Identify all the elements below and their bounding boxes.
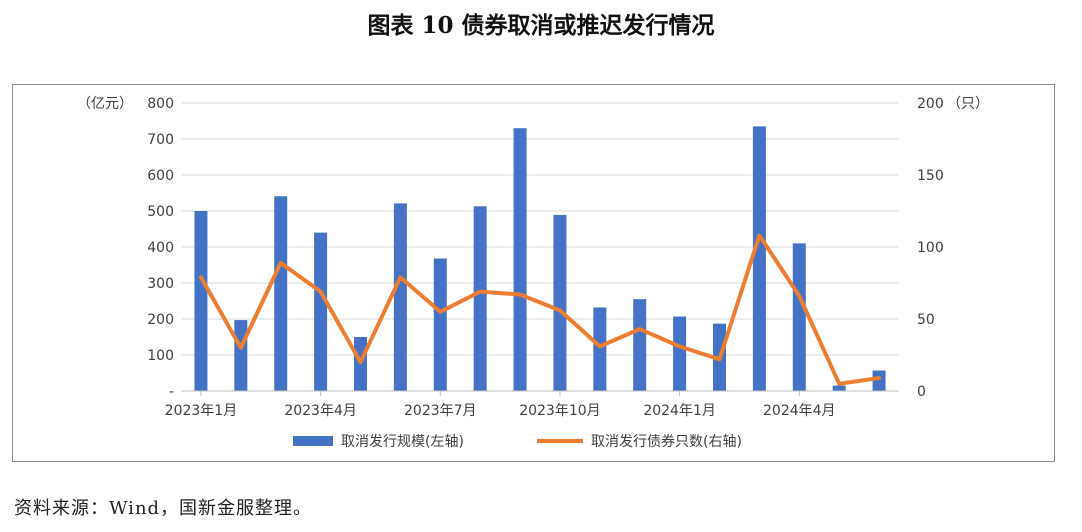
line-point xyxy=(239,346,243,350)
line-point xyxy=(359,360,362,364)
line-point xyxy=(518,293,522,297)
right-tick-label: 200 xyxy=(917,96,944,112)
x-tick-label: 2024年4月 xyxy=(763,403,836,419)
bar xyxy=(194,211,208,391)
line-point xyxy=(638,327,642,331)
line-series xyxy=(198,233,882,386)
left-tick-label: 800 xyxy=(147,96,174,112)
left-tick-label: 200 xyxy=(147,312,174,328)
legend: 取消发行规模(左轴) 取消发行债券只数(右轴) xyxy=(293,434,742,450)
x-tick-label: 2023年4月 xyxy=(284,403,357,419)
axes: （亿元） （只） - 100 200 300 400 500 600 700 800 0 50 100… xyxy=(77,96,989,419)
x-tick-label: 2023年7月 xyxy=(404,403,477,419)
line-point xyxy=(877,376,881,380)
x-tick-label: 2023年1月 xyxy=(165,403,238,419)
bar xyxy=(872,370,886,391)
right-tick-label: 100 xyxy=(917,240,944,256)
bar xyxy=(752,126,766,392)
bar xyxy=(633,299,647,391)
bar-series xyxy=(194,126,886,392)
line-point xyxy=(319,290,323,294)
legend-bar-swatch xyxy=(293,436,333,446)
legend-line-label: 取消发行债券只数(右轴) xyxy=(591,434,742,450)
bar xyxy=(274,196,288,391)
bar xyxy=(314,232,328,391)
line-point xyxy=(558,308,562,312)
line-point xyxy=(478,290,482,294)
bar xyxy=(593,307,607,391)
left-tick-label: 700 xyxy=(147,132,174,148)
bar xyxy=(393,203,407,391)
bar xyxy=(792,243,806,391)
left-tick-label: 300 xyxy=(147,276,174,292)
x-tick-label: 2024年1月 xyxy=(643,403,716,419)
bar xyxy=(473,206,487,391)
left-tick-label: 600 xyxy=(147,168,174,184)
right-axis-unit-label: （只） xyxy=(947,96,989,112)
left-tick-label: 400 xyxy=(147,240,174,256)
bar xyxy=(234,320,248,391)
x-tick-label: 2023年10月 xyxy=(519,403,600,419)
bar xyxy=(433,258,447,391)
grid-lines xyxy=(181,102,899,356)
line-point xyxy=(757,233,761,237)
bar xyxy=(513,128,527,391)
line-point xyxy=(199,275,203,279)
line-point xyxy=(718,357,721,361)
bar xyxy=(832,385,846,391)
line-point xyxy=(438,310,442,314)
right-tick-label: 0 xyxy=(917,384,926,400)
right-tick-label: 150 xyxy=(917,168,944,184)
page-title: 图表 10 债券取消或推迟发行情况 xyxy=(367,12,715,39)
left-axis-unit-label: （亿元） xyxy=(77,96,133,112)
line-path xyxy=(198,233,882,386)
line-point xyxy=(678,344,682,348)
legend-bar-label: 取消发行规模(左轴) xyxy=(341,434,464,450)
bar xyxy=(553,214,567,391)
line-point xyxy=(279,261,283,265)
source-note: 资料来源：Wind，国新金服整理。 xyxy=(14,498,313,519)
bar xyxy=(673,316,687,391)
line-point xyxy=(598,344,602,348)
chart: （亿元） （只） - 100 200 300 400 500 600 700 800 0 50 100… xyxy=(77,96,989,450)
line-point xyxy=(837,382,841,386)
left-tick-label: 100 xyxy=(147,348,174,364)
line-point xyxy=(398,275,402,279)
line-point xyxy=(797,294,801,298)
left-tick-label: - xyxy=(169,384,174,400)
left-tick-label: 500 xyxy=(147,204,174,220)
right-tick-label: 50 xyxy=(917,312,935,328)
chart-frame: （亿元） （只） - 100 200 300 400 500 600 700 800 0 50 100… xyxy=(12,84,1055,462)
